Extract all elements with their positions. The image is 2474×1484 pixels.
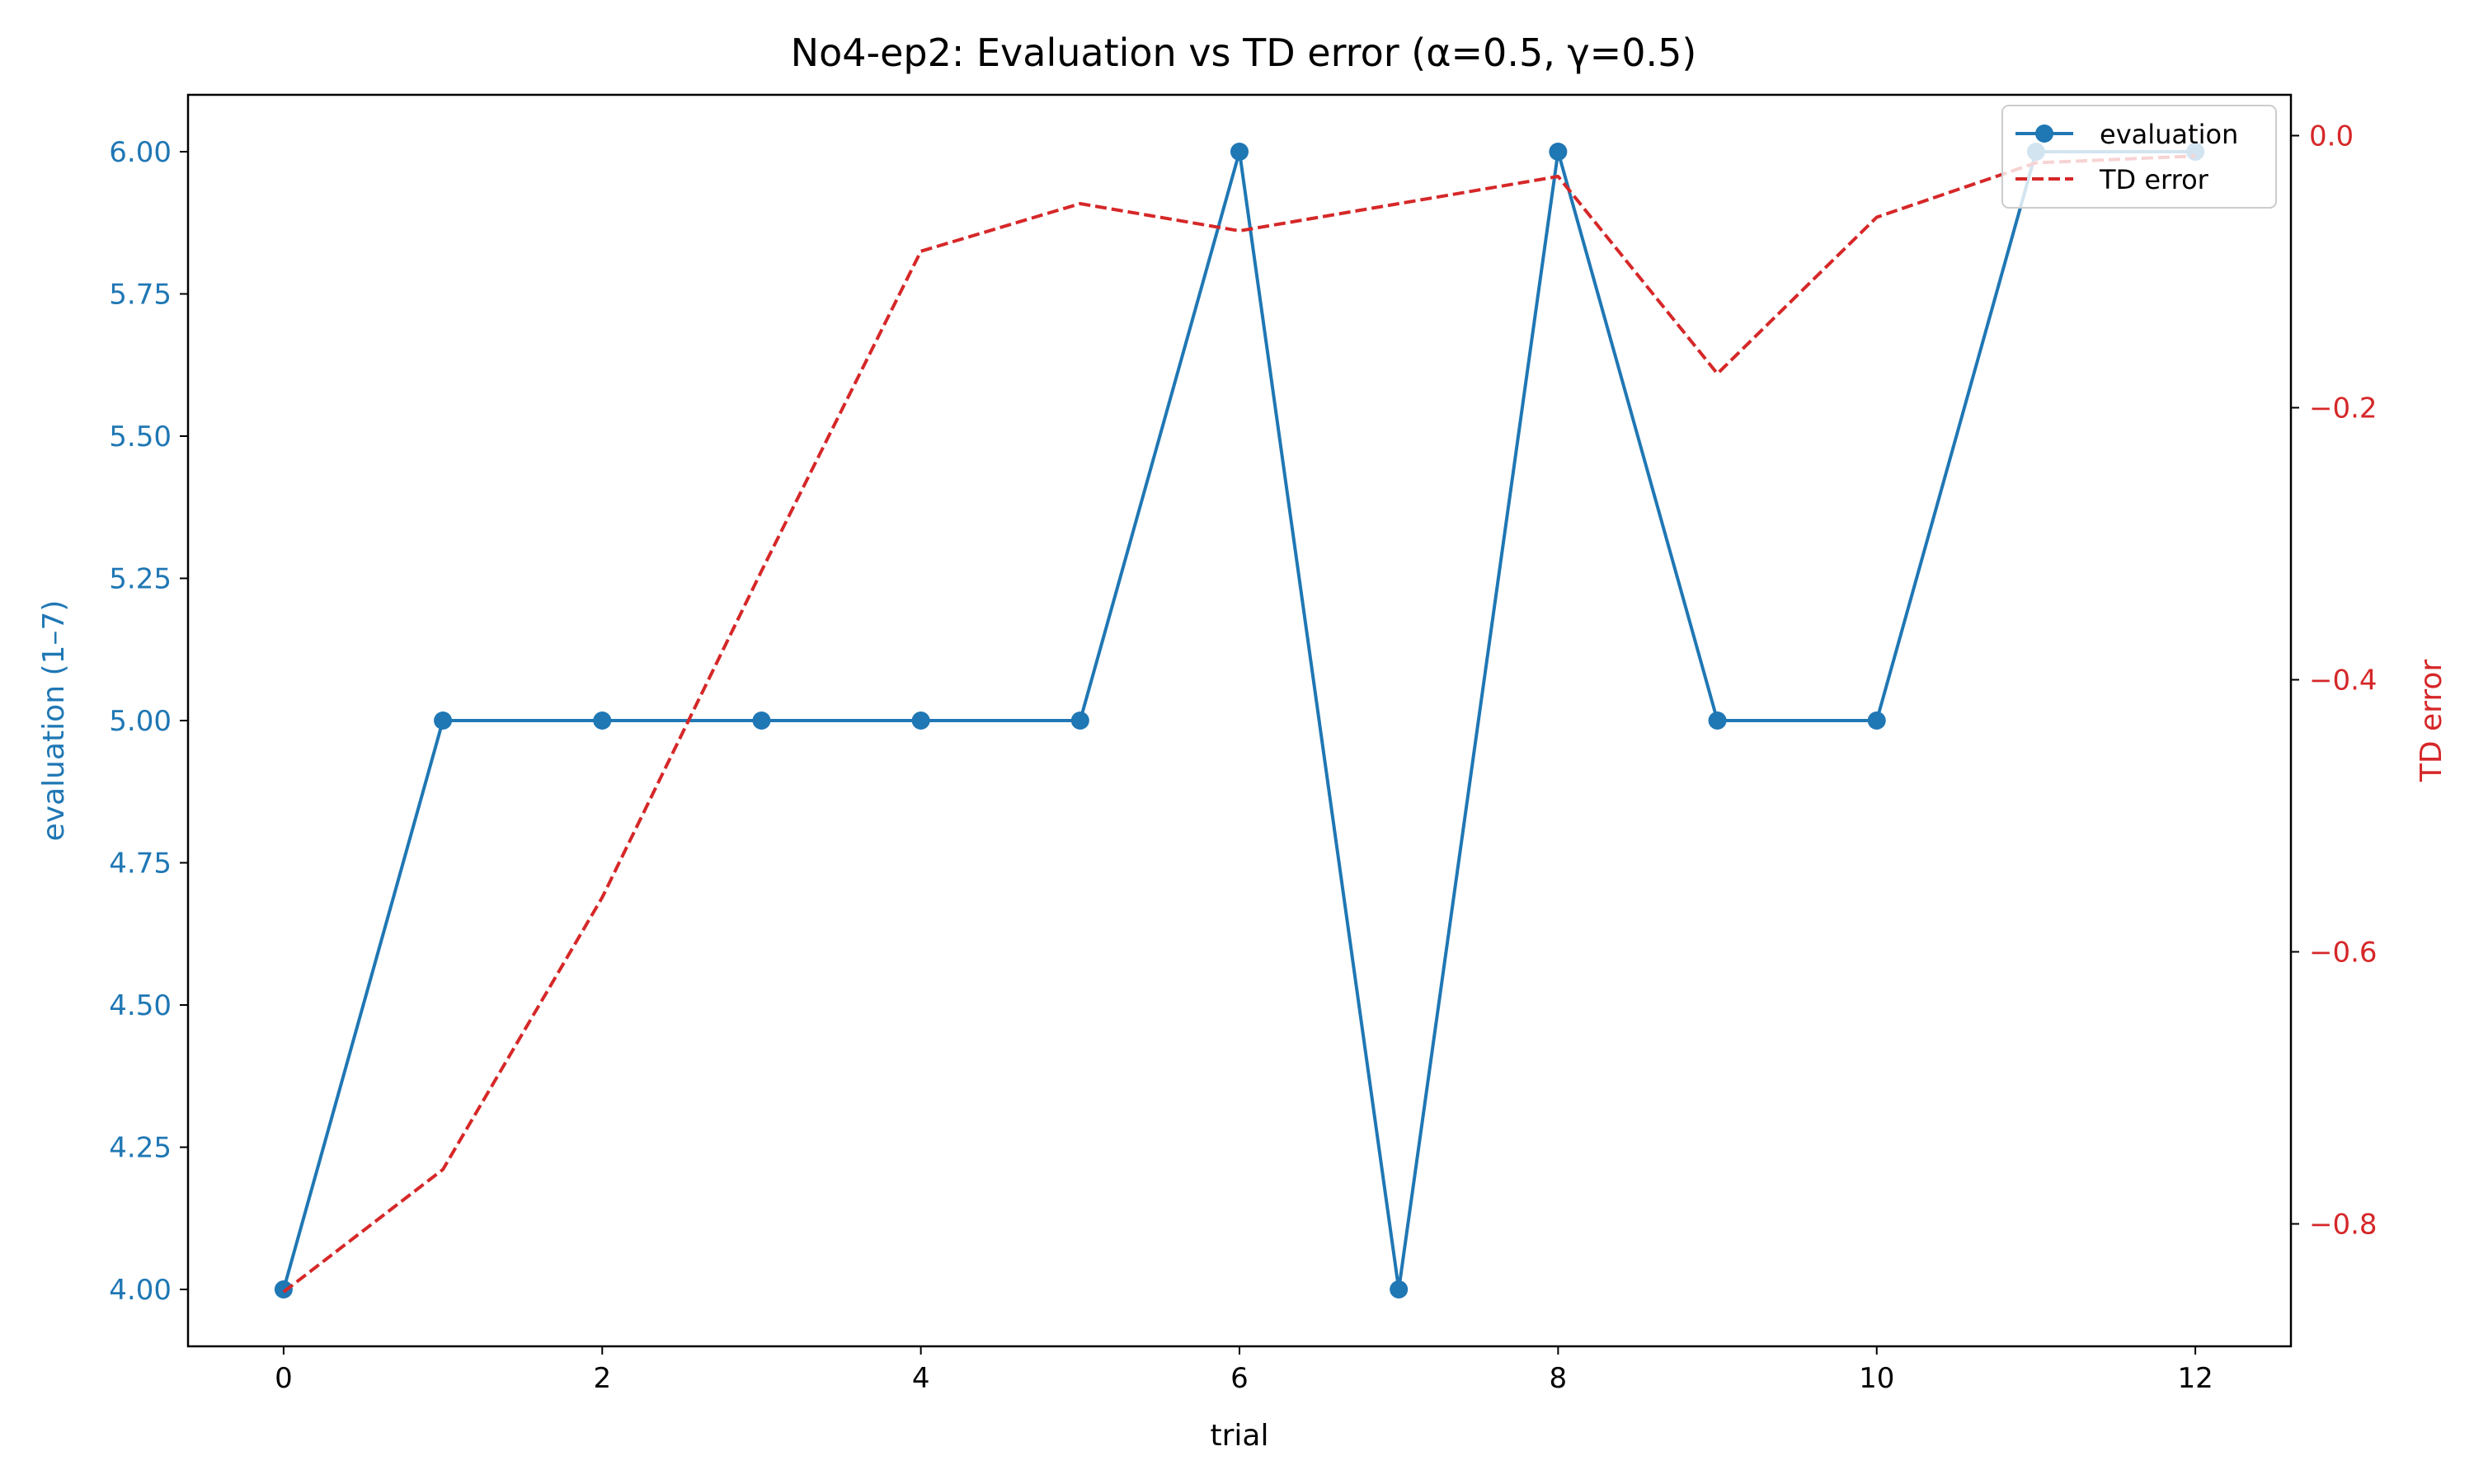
y-left-tick-label: 6.00 [109, 136, 172, 169]
legend-td-error-label: TD error [2099, 164, 2209, 195]
y-left-tick-label: 4.00 [109, 1274, 172, 1307]
y-left-tick-label: 4.25 [109, 1132, 172, 1165]
y-right-tick-label: −0.4 [2309, 665, 2378, 697]
series-td-error-line [282, 154, 2196, 1294]
legend-evaluation-marker [2035, 124, 2053, 143]
y-axis-right: 0.0 −0.2 −0.4 −0.6 −0.8 [2291, 120, 2378, 1242]
y-right-tick-label: −0.6 [2309, 937, 2378, 970]
y-axis-left-label: evaluation (1–7) [37, 600, 71, 842]
y-left-tick-label: 5.00 [109, 705, 172, 738]
series-evaluation-point [1070, 711, 1089, 730]
y-axis-left: 4.00 4.25 4.50 4.75 5.00 5.25 5.50 5.75 6.00 [109, 136, 188, 1307]
legend-box [2001, 105, 2277, 209]
x-tick-label: 8 [1550, 1362, 1568, 1395]
series-evaluation-point [1230, 143, 1249, 161]
x-tick-label: 2 [593, 1362, 611, 1395]
x-tick-label: 0 [275, 1362, 293, 1395]
series-evaluation-point [911, 711, 930, 730]
x-axis-label: trial [1211, 1419, 1269, 1453]
y-left-tick-label: 5.50 [109, 420, 172, 453]
series-layer [274, 143, 2205, 1298]
y-axis-right-label: TD error [2415, 660, 2448, 783]
y-right-tick-label: −0.8 [2309, 1209, 2378, 1242]
y-left-tick-label: 5.75 [109, 279, 172, 312]
series-evaluation-point [1390, 1280, 1409, 1298]
x-tick-label: 12 [2177, 1362, 2213, 1395]
chart-title: No4-ep2: Evaluation vs TD error (α=0.5, … [791, 31, 1697, 75]
legend-evaluation-label: evaluation [2100, 119, 2238, 150]
series-evaluation-point [593, 711, 612, 730]
x-tick-label: 6 [1230, 1362, 1249, 1395]
series-evaluation-point [1867, 711, 1886, 730]
x-axis: 0 2 4 6 8 10 12 [275, 1346, 2213, 1395]
series-evaluation-point [274, 1280, 293, 1298]
x-tick-label: 10 [1859, 1362, 1894, 1395]
series-evaluation-point [1708, 711, 1727, 730]
series-evaluation-point [752, 711, 771, 730]
legend: evaluation TD error [2001, 105, 2277, 209]
y-left-tick-label: 4.75 [109, 848, 172, 881]
y-left-tick-label: 4.50 [109, 989, 172, 1022]
x-tick-label: 4 [912, 1362, 930, 1395]
y-left-tick-label: 5.25 [109, 563, 172, 596]
series-evaluation-point [434, 711, 453, 730]
series-evaluation-point [1549, 143, 1568, 161]
y-right-tick-label: −0.2 [2309, 392, 2378, 425]
y-right-tick-label: 0.0 [2309, 120, 2354, 153]
